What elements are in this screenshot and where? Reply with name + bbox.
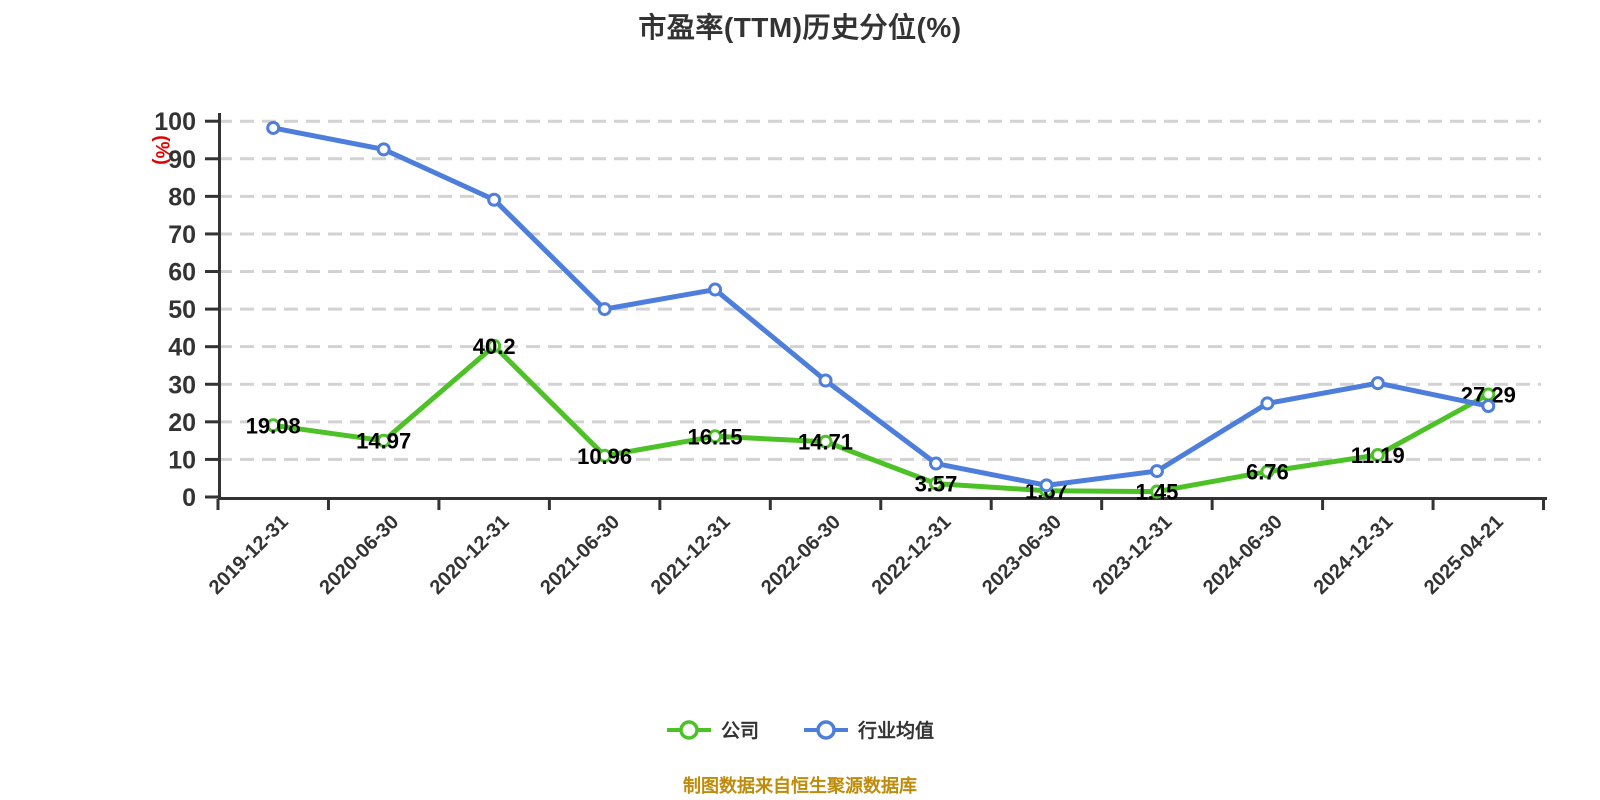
y-axis-label: 100 — [154, 108, 196, 136]
company-value-label: 1.45 — [1135, 480, 1178, 505]
industry-data-point[interactable] — [1370, 376, 1385, 391]
company-value-label: 3.57 — [915, 472, 958, 497]
company-data-point[interactable] — [708, 429, 723, 444]
y-axis-unit-label: (%) — [151, 135, 172, 165]
x-axis-label: 2024-06-30 — [1199, 511, 1287, 599]
x-axis-label: 2020-06-30 — [315, 511, 403, 599]
x-axis-label: 2024-12-31 — [1309, 511, 1397, 599]
industry-data-point[interactable] — [487, 192, 502, 207]
company-value-label: 16.15 — [688, 424, 743, 449]
company-value-label: 40.2 — [473, 334, 516, 359]
chart-title: 市盈率(TTM)历史分位(%) — [638, 12, 962, 43]
company-value-label: 6.76 — [1246, 460, 1289, 485]
x-axis-label: 2025-04-21 — [1420, 511, 1508, 599]
company-data-point[interactable] — [597, 448, 612, 463]
x-axis-label: 2023-06-30 — [978, 511, 1066, 599]
axis-lines — [218, 113, 1547, 500]
industry-data-point[interactable] — [376, 142, 391, 157]
y-axis-label: 80 — [168, 183, 196, 211]
industry-data-point[interactable] — [1149, 464, 1164, 479]
y-axis-label: 30 — [168, 371, 196, 399]
x-axis-label: 2022-06-30 — [757, 511, 845, 599]
company-legend-marker-icon — [666, 719, 711, 740]
y-axis-label: 10 — [168, 446, 196, 474]
company-series-line — [270, 343, 1491, 495]
data-source-note: 制图数据来自恒生聚源数据库 — [683, 776, 917, 796]
x-axis-label: 2021-06-30 — [536, 511, 624, 599]
company-data-point[interactable] — [487, 338, 502, 353]
industry-legend-marker-icon — [804, 719, 848, 740]
legend-label-industry-average: 行业均值 — [858, 721, 935, 742]
y-axis-label: 0 — [182, 484, 196, 512]
company-data-point[interactable] — [928, 476, 943, 491]
industry-data-point[interactable] — [1039, 478, 1054, 493]
industry-series-line — [270, 125, 1491, 488]
x-axis-label: 2021-12-31 — [647, 511, 735, 599]
company-data-point[interactable] — [266, 418, 281, 433]
company-data-point[interactable] — [818, 434, 833, 449]
x-axis-label: 2019-12-31 — [205, 511, 293, 599]
industry-data-point[interactable] — [1481, 399, 1496, 414]
x-axis-label: 2023-12-31 — [1089, 511, 1177, 599]
industry-data-point[interactable] — [597, 302, 612, 317]
company-value-label: 14.71 — [798, 430, 853, 455]
company-value-label: 14.97 — [356, 429, 411, 454]
y-axis-label: 70 — [168, 221, 196, 249]
chart-legend: 公司 行业均值 — [0, 716, 1600, 743]
x-axis-label: 2020-12-31 — [426, 511, 514, 599]
industry-data-point[interactable] — [266, 120, 281, 135]
legend-item-company[interactable]: 公司 — [666, 716, 759, 743]
x-axis-label: 2022-12-31 — [868, 511, 956, 599]
company-value-label: 11.19 — [1351, 443, 1405, 468]
y-axis-label: 60 — [168, 259, 196, 287]
industry-data-point[interactable] — [1260, 396, 1275, 411]
company-data-point[interactable] — [376, 433, 391, 448]
y-axis-label: 50 — [168, 296, 196, 324]
company-value-label: 10.96 — [577, 444, 632, 469]
company-data-point[interactable] — [1370, 447, 1385, 462]
company-data-point[interactable] — [1149, 484, 1164, 499]
y-axis-label: 40 — [168, 334, 196, 362]
company-data-point[interactable] — [1260, 464, 1275, 479]
company-value-label: 19.08 — [246, 413, 301, 438]
industry-data-point[interactable] — [928, 456, 943, 471]
legend-label-company: 公司 — [720, 721, 759, 742]
industry-data-point[interactable] — [818, 373, 833, 388]
legend-item-industry-average[interactable]: 行业均值 — [803, 716, 934, 743]
industry-data-point[interactable] — [708, 282, 723, 297]
y-axis-label: 20 — [168, 409, 196, 437]
y-axis-label: 90 — [168, 146, 196, 174]
